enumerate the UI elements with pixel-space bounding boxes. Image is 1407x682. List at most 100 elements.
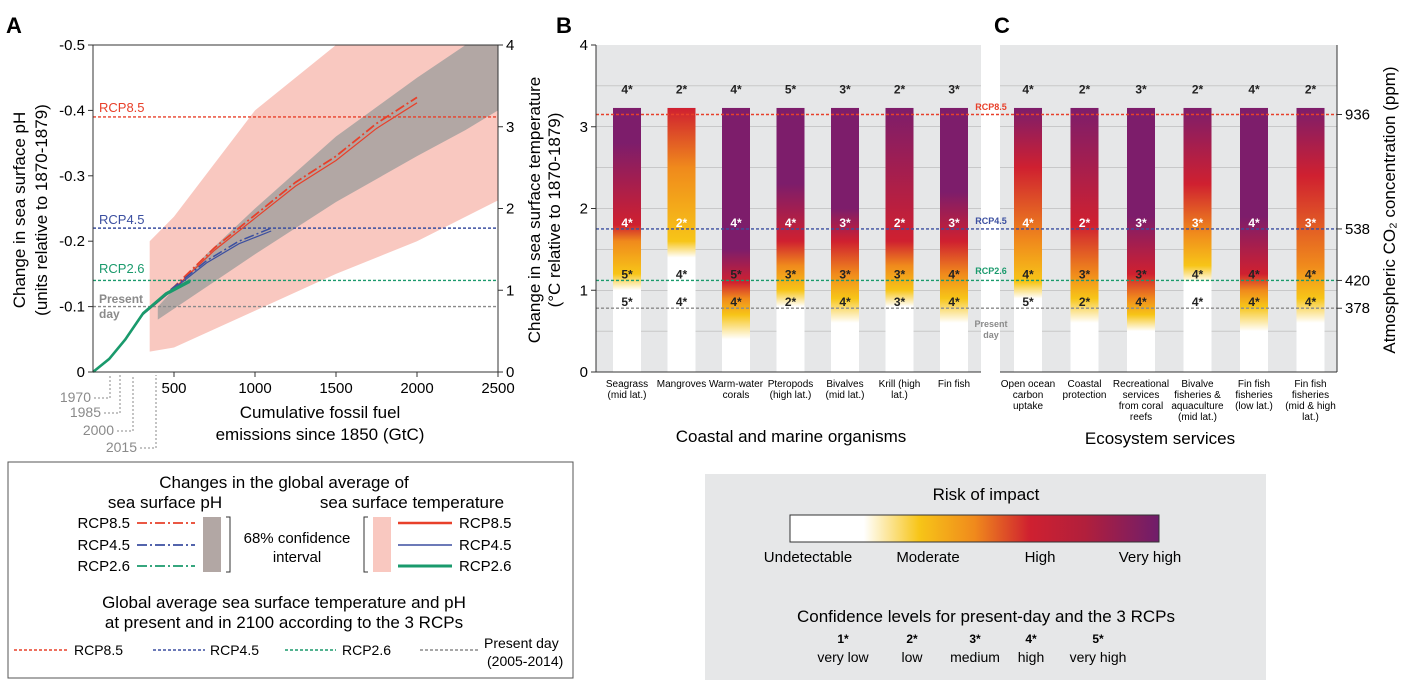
confidence-word-2: low xyxy=(901,649,923,665)
pb-confidence-star: 4* xyxy=(948,267,960,281)
confidence-word-3: medium xyxy=(950,649,1000,665)
pb-confidence-star: 3* xyxy=(948,216,960,230)
ph-confidence-band xyxy=(157,45,499,320)
legend-ph-rcp45: RCP4.5 xyxy=(77,537,130,554)
legend-ph-rcp85: RCP8.5 xyxy=(77,515,130,532)
pb-confidence-star: 2* xyxy=(785,295,797,309)
pc-risk-bar xyxy=(1183,107,1212,372)
pb-confidence-star: 5* xyxy=(621,295,633,309)
pc-right-tick-label: 936 xyxy=(1345,106,1370,123)
pb-confidence-star: 2* xyxy=(894,83,906,97)
legend-dotted-rcp26-label: RCP2.6 xyxy=(342,642,391,658)
pb-risk-bar xyxy=(940,107,968,372)
pc-risk-bar xyxy=(1296,107,1325,372)
panel-b-letter: B xyxy=(556,13,572,38)
risk-level-very-high: Very high xyxy=(1119,549,1182,566)
pb-y-tick-label: 0 xyxy=(580,364,588,381)
legend-temp-band-swatch xyxy=(373,517,391,572)
legend-temp-header: sea surface temperature xyxy=(320,493,504,512)
pc-confidence-star: 2* xyxy=(1192,83,1204,97)
pc-confidence-star: 4* xyxy=(1192,267,1204,281)
pb-confidence-star: 5* xyxy=(730,267,742,281)
pc-category-label: fisheries xyxy=(1235,390,1272,401)
pb-confidence-star: 4* xyxy=(948,295,960,309)
pc-category-label: lat.) xyxy=(1302,412,1319,423)
panel-a-letter: A xyxy=(6,13,22,38)
pb-confidence-star: 4* xyxy=(730,83,742,97)
pc-confidence-star: 3* xyxy=(1135,83,1147,97)
confidence-word-1: very low xyxy=(817,649,869,665)
pc-category-label: (mid lat.) xyxy=(1178,412,1217,423)
confidence-star-3: 3* xyxy=(969,632,981,646)
pc-confidence-star: 4* xyxy=(1135,295,1147,309)
legend-t-rcp26: RCP2.6 xyxy=(459,558,512,575)
pa-year-leader xyxy=(117,375,134,432)
pc-category-label: Coastal xyxy=(1068,379,1102,390)
legend-t-rcp45: RCP4.5 xyxy=(459,537,512,554)
pc-category-label: services xyxy=(1123,390,1160,401)
pc-confidence-star: 2* xyxy=(1079,216,1091,230)
pc-confidence-star: 4* xyxy=(1022,83,1034,97)
pc-group-label: Ecosystem services xyxy=(1085,429,1235,448)
pc-confidence-star: 2* xyxy=(1079,295,1091,309)
pc-confidence-star: 4* xyxy=(1248,267,1260,281)
pb-y-tick-label: 1 xyxy=(580,282,588,299)
pb-present-label: Present xyxy=(974,319,1007,329)
pb-confidence-star: 2* xyxy=(676,83,688,97)
pb-confidence-star: 3* xyxy=(948,83,960,97)
pb-confidence-star: 3* xyxy=(894,295,906,309)
pc-category-label: Bivalve xyxy=(1181,379,1214,390)
confidence-star-1: 1* xyxy=(837,632,849,646)
panel-c-letter: C xyxy=(994,13,1010,38)
pb-category-label: Bivalves xyxy=(826,379,863,390)
pb-category-label: Pteropods xyxy=(768,379,814,390)
panel-a-chart: -0.5 -0.4 -0.3 -0.2 -0.1 0 4 3 2 1 0 500 1000 1500 2… xyxy=(10,37,564,455)
pb-confidence-star: 4* xyxy=(785,216,797,230)
pb-risk-bar xyxy=(667,107,696,372)
pc-confidence-star: 2* xyxy=(1305,83,1317,97)
pc-confidence-star: 4* xyxy=(1305,267,1317,281)
pb-category-label: Mangroves xyxy=(657,379,706,390)
pb-rcp85-label: RCP8.5 xyxy=(975,102,1007,112)
pb-rcp45-label: RCP4.5 xyxy=(975,216,1007,226)
panel-bc-chart: 4* 4* 5* 5* 2* 2* 4* 4* 4* 4* 5* 4* 5* 4* 3* 2* 3* 3* 3* 4*… xyxy=(580,37,1399,448)
pb-rcp26-label: RCP2.6 xyxy=(975,266,1007,276)
pb-confidence-star: 5* xyxy=(785,83,797,97)
pa-year-label: 2000 xyxy=(83,422,114,438)
pb-risk-bar xyxy=(885,107,914,372)
pb-confidence-star: 4* xyxy=(676,267,688,281)
pb-confidence-star: 3* xyxy=(839,267,851,281)
pc-confidence-star: 3* xyxy=(1192,216,1204,230)
pc-category-label: (mid & high xyxy=(1285,401,1336,412)
pb-category-label: Seagrass xyxy=(606,379,648,390)
pc-category-label: uptake xyxy=(1013,401,1043,412)
pa-ylabel-right-2: (°C relative to 1870-1879) xyxy=(545,113,564,308)
pb-category-label: Krill (high xyxy=(879,379,921,390)
pa-right-tick-label: 2 xyxy=(506,201,514,218)
legend-ph-rcp26: RCP2.6 xyxy=(77,558,130,575)
pa-year-leader xyxy=(140,375,157,449)
pb-category-label: (mid lat.) xyxy=(826,390,865,401)
legend-t-rcp85: RCP8.5 xyxy=(459,515,512,532)
pa-rcp85-label: RCP8.5 xyxy=(99,100,145,115)
pb-confidence-star: 3* xyxy=(839,216,851,230)
pb-confidence-star: 5* xyxy=(621,267,633,281)
pc-category-label: fisheries & xyxy=(1174,390,1221,401)
pc-right-tick-label: 538 xyxy=(1345,221,1370,238)
pc-risk-bar xyxy=(1127,107,1155,372)
pa-series-temp-rcp26 xyxy=(92,281,191,373)
pc-confidence-star: 4* xyxy=(1248,83,1260,97)
pc-category-label: Fin fish xyxy=(1294,379,1326,390)
pb-y-tick-label: 3 xyxy=(580,119,588,136)
pa-year-leader xyxy=(94,375,111,399)
legend-left-bracket xyxy=(226,516,231,573)
pa-ylabel-left-1: Change in sea surface pH xyxy=(10,112,29,309)
pa-left-tick-label: -0.4 xyxy=(59,102,85,119)
legend-present-title-2: at present and in 2100 according to the … xyxy=(105,613,463,632)
pc-category-label: reefs xyxy=(1130,412,1152,423)
pa-x-tick-label: 2000 xyxy=(400,380,433,397)
pc-confidence-star: 3* xyxy=(1079,267,1091,281)
pc-category-label: aquaculture xyxy=(1171,401,1224,412)
risk-gradient-bar xyxy=(789,514,1160,543)
pa-series-rcp85 xyxy=(142,96,418,314)
